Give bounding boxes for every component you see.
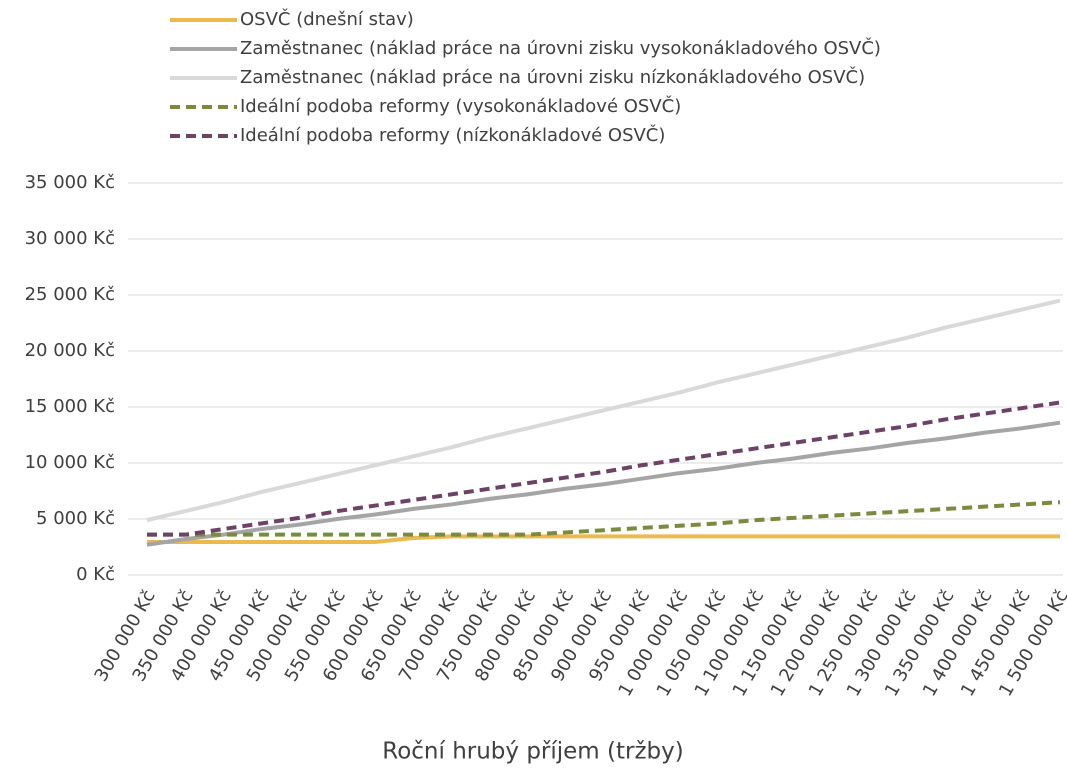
series-line xyxy=(146,420,1061,547)
legend-label: Zaměstnanec (náklad práce na úrovni zisk… xyxy=(240,66,865,88)
legend-label: Ideální podoba reformy (vysokonákladové … xyxy=(240,95,681,117)
legend-label: Zaměstnanec (náklad práce na úrovni zisk… xyxy=(240,37,881,59)
y-tick-label: 5 000 Kč xyxy=(36,508,115,529)
series-line xyxy=(147,400,1061,537)
x-axis-title: Roční hrubý příjem (tržby) xyxy=(382,739,683,765)
y-tick-label: 15 000 Kč xyxy=(25,396,115,417)
y-tick-label: 20 000 Kč xyxy=(25,340,115,361)
y-tick-label: 10 000 Kč xyxy=(25,452,115,473)
y-tick-label: 30 000 Kč xyxy=(25,228,115,249)
y-tick-label: 0 Kč xyxy=(76,564,115,585)
legend-label: OSVČ (dnešní stav) xyxy=(240,8,414,30)
series-line xyxy=(147,534,1060,544)
series-line xyxy=(146,298,1061,523)
legend-label: Ideální podoba reformy (nízkonákladové O… xyxy=(240,124,665,146)
y-tick-label: 25 000 Kč xyxy=(25,284,115,305)
series-line xyxy=(147,500,1061,537)
y-tick-label: 35 000 Kč xyxy=(25,172,115,193)
